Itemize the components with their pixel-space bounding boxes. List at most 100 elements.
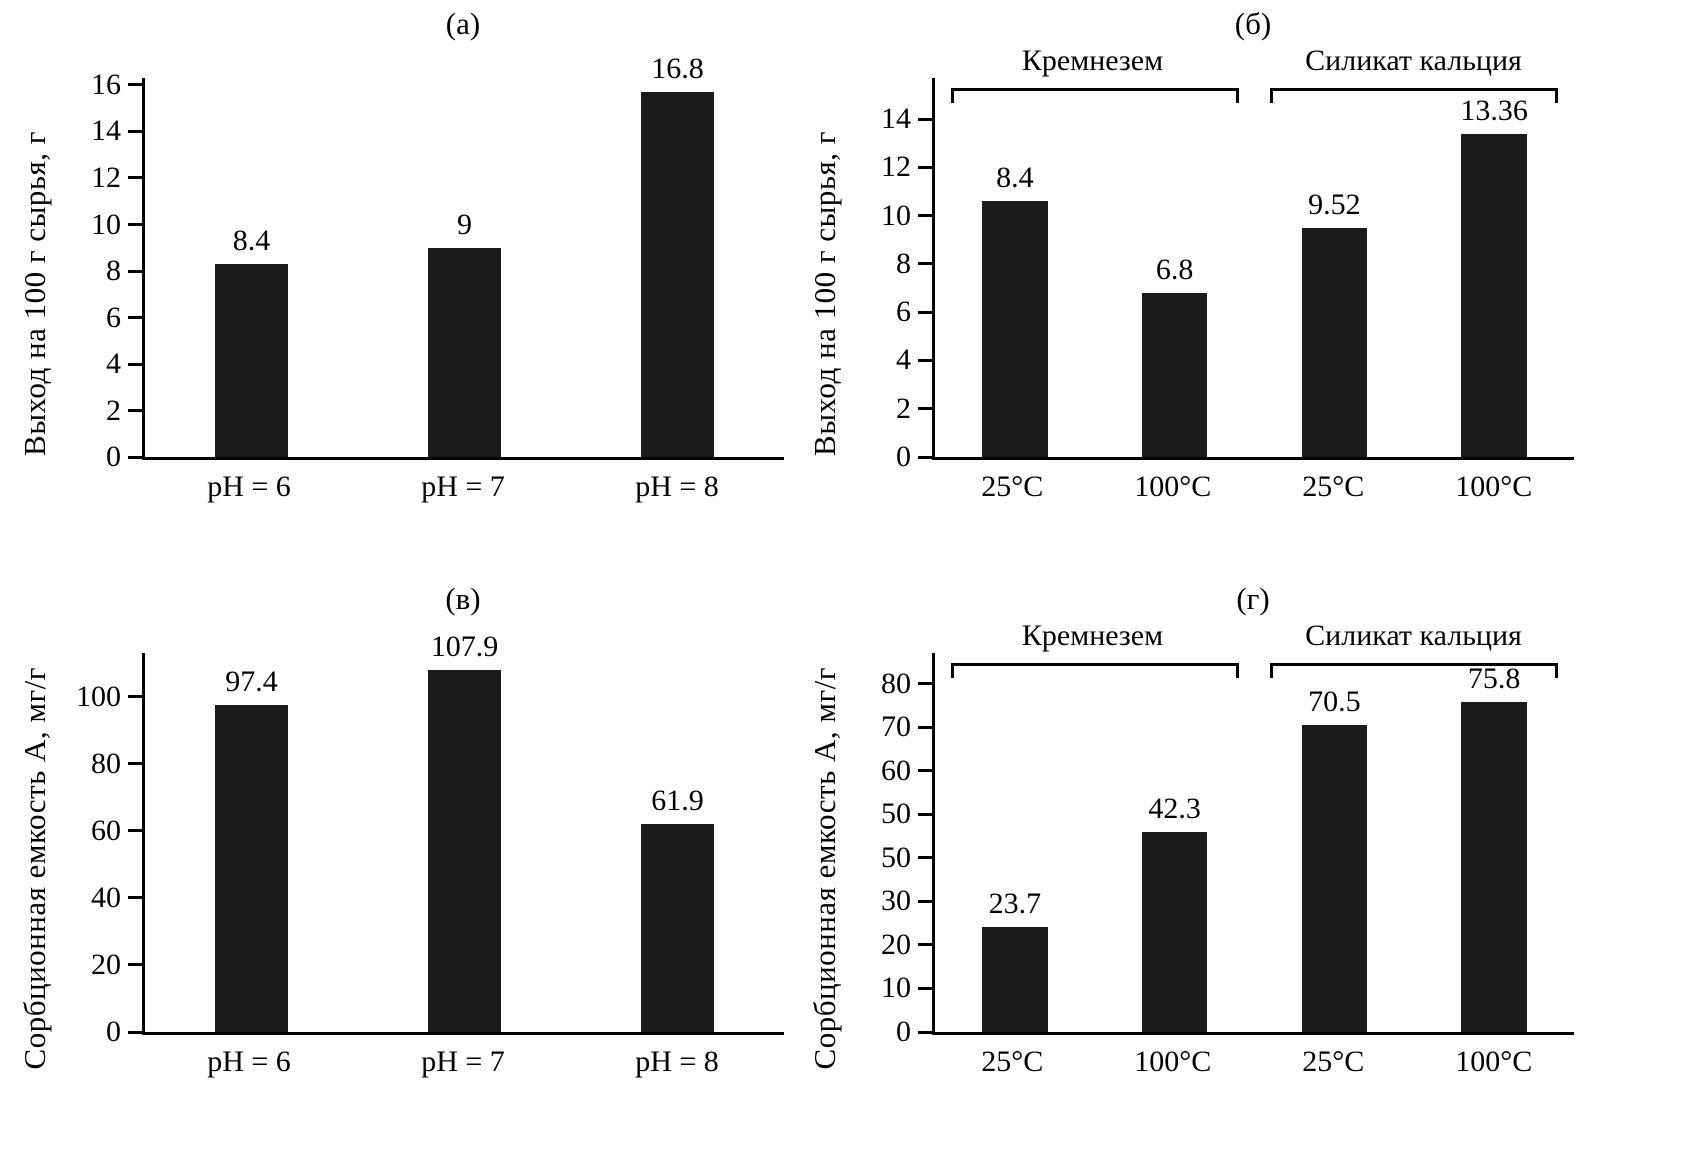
y-tick-mark (918, 214, 935, 218)
y-axis-label: Выход на 100 г сырья, г (807, 131, 842, 456)
y-tick-mark (918, 455, 935, 459)
bar (1141, 292, 1208, 457)
bar (215, 264, 288, 457)
chart-panel-a: Выход на 100 г сырья, г (а) 0 2 4 6 8 10 12 14 1… (12, 6, 802, 581)
chart-panel-v: Сорбционная емкость А, мг/г (в) 0 20 40 60 8… (12, 581, 802, 1156)
y-tick-mark (918, 165, 935, 169)
y-tick-label: 6 (896, 295, 911, 329)
x-category-label: 25°C (1302, 1045, 1365, 1078)
group-bracket (1270, 663, 1559, 678)
plot-column: (б) Кремнезем Силикат кальция 0 2 4 6 8 10 12 14… (848, 6, 1592, 581)
y-tick-label: 20 (881, 927, 911, 961)
x-category-label: 100°C (1134, 470, 1212, 503)
x-category-label: pH = 7 (421, 470, 505, 503)
y-tick-label: 80 (881, 666, 911, 700)
y-axis-label-column: Выход на 100 г сырья, г (12, 6, 58, 581)
y-tick-label: 14 (881, 102, 911, 136)
group-label-row: Кремнезем Силикат кальция (932, 619, 1574, 653)
y-tick-label: 2 (896, 391, 911, 425)
x-category-label: pH = 6 (207, 470, 291, 503)
bar (428, 670, 501, 1032)
y-tick-label: 40 (91, 880, 121, 914)
y-tick-mark (128, 176, 145, 180)
y-tick-label: 50 (881, 797, 911, 831)
x-category-label: pH = 7 (421, 1045, 505, 1078)
plot-area: 0 2 4 6 8 10 12 14 16 8.4 9 16.8 (91, 52, 784, 472)
y-tick-mark (918, 812, 935, 816)
bar (215, 705, 288, 1032)
y-tick-label: 0 (106, 440, 121, 473)
x-axis-labels: pH = 6 pH = 7 pH = 8 (142, 1035, 784, 1081)
x-category-label: 100°C (1455, 1045, 1533, 1078)
chart-panel-b: Выход на 100 г сырья, г (б) Кремнезем Сил… (802, 6, 1592, 581)
y-tick-label: 0 (896, 1015, 911, 1048)
bar-value-label: 75.8 (1467, 661, 1521, 695)
y-tick-mark (128, 269, 145, 273)
plot-column: (г) Кремнезем Силикат кальция 0 10 20 30 50 50… (848, 581, 1592, 1156)
group-label: Кремнезем (1021, 44, 1164, 77)
y-tick-label: 4 (896, 343, 911, 377)
y-tick-label: 14 (91, 114, 121, 148)
y-axis-label: Выход на 100 г сырья, г (17, 131, 52, 456)
bar-value-label: 97.4 (225, 665, 278, 699)
x-category-label: 25°C (981, 470, 1044, 503)
x-category-label: 100°C (1134, 1045, 1212, 1078)
y-tick-mark (918, 899, 935, 903)
y-tick-mark (918, 407, 935, 411)
y-tick-label: 12 (881, 150, 911, 184)
y-tick-mark (918, 358, 935, 362)
bar-value-label: 9 (457, 207, 472, 241)
y-tick-mark (918, 262, 935, 266)
y-tick-mark (128, 695, 145, 699)
bar-value-label: 9.52 (1308, 187, 1361, 221)
x-category-label: pH = 8 (635, 470, 719, 503)
bar-value-label: 42.3 (1148, 791, 1201, 825)
bar (1301, 227, 1368, 457)
bar-value-label: 23.7 (988, 887, 1042, 921)
y-tick-label: 12 (91, 160, 121, 194)
y-tick-mark (918, 725, 935, 729)
group-label: Силикат кальция (1305, 44, 1522, 77)
y-tick-label: 8 (106, 254, 121, 287)
y-tick-mark (918, 1030, 935, 1034)
group-label: Кремнезем (1021, 619, 1164, 652)
plot-column: (а) 0 2 4 6 8 10 12 14 16 8.4 9 16.8 pH = 6 pH = 7 pH… (58, 6, 802, 581)
bar (641, 91, 714, 457)
group-bracket (950, 663, 1239, 678)
y-tick-label: 0 (896, 440, 911, 473)
panel-title: (б) (1234, 6, 1272, 41)
group-bracket (950, 88, 1239, 103)
y-tick-mark (128, 129, 145, 133)
bar (641, 824, 714, 1032)
y-tick-mark (128, 762, 145, 766)
x-axis-labels: 25°C 100°C 25°C 100°C (932, 460, 1574, 506)
chart-panel-g: Сорбционная емкость А, мг/г (г) Кремнезе… (802, 581, 1592, 1156)
panel-title: (а) (445, 6, 481, 41)
y-tick-label: 70 (881, 710, 911, 744)
bar (1461, 701, 1527, 1032)
plot-column: (в) 0 20 40 60 80 100 97.4 107.9 61.9 pH = 6 pH =… (58, 581, 802, 1156)
bar (982, 927, 1048, 1032)
y-tick-mark (128, 362, 145, 366)
group-label-row: Кремнезем Силикат кальция (932, 44, 1574, 78)
bar-value-label: 13.36 (1460, 93, 1528, 127)
bar (1301, 724, 1368, 1032)
y-tick-label: 6 (106, 300, 121, 334)
y-axis-label-column: Сорбционная емкость А, мг/г (12, 581, 58, 1156)
plot-area: 0 2 4 6 8 10 12 14 8.4 6.8 9.52 13.36 (881, 78, 1574, 472)
y-tick-label: 10 (91, 207, 121, 241)
y-tick-mark (128, 223, 145, 226)
y-tick-mark (918, 310, 935, 314)
y-tick-mark (128, 1030, 145, 1034)
bar-value-label: 8.4 (996, 161, 1034, 195)
group-bracket (1270, 88, 1559, 103)
bar (982, 201, 1048, 457)
panel-title: (г) (1236, 581, 1270, 616)
bar (428, 247, 501, 457)
bar (1141, 831, 1208, 1032)
bar-value-label: 70.5 (1308, 684, 1361, 718)
bar-value-label: 6.8 (1155, 252, 1194, 286)
y-tick-label: 10 (881, 971, 911, 1005)
y-axis-label: Сорбционная емкость А, мг/г (17, 667, 52, 1070)
x-category-label: 100°C (1455, 470, 1533, 503)
